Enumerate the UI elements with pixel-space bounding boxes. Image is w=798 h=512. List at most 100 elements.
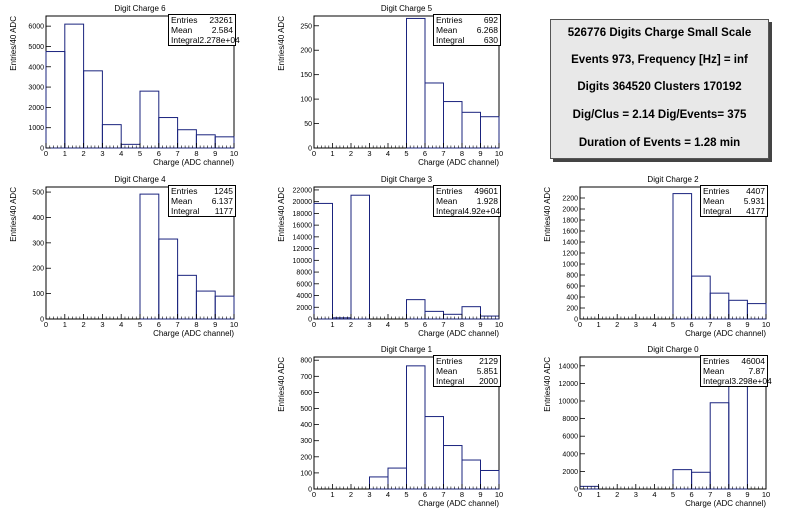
x-tick-label: 10: [495, 149, 503, 158]
x-tick-label: 1: [63, 320, 67, 329]
stats-label: Mean: [171, 25, 193, 35]
x-tick-label: 7: [708, 320, 712, 329]
x-tick-label: 3: [634, 490, 638, 499]
x-tick-label: 2: [349, 149, 353, 158]
stats-value: 6.268: [476, 25, 498, 35]
y-tick-label: 3000: [28, 85, 44, 92]
stats-value: 1245: [214, 186, 233, 196]
x-axis-label: Charge (ADC channel): [685, 329, 766, 338]
stats-row-mean: Mean 7.87: [703, 366, 765, 376]
y-tick-label: 0: [308, 317, 312, 324]
y-tick-label: 0: [40, 146, 44, 153]
x-tick-label: 6: [423, 490, 427, 499]
summary-ratio: Dig/Clus = 2.14 Dig/Events= 375: [572, 109, 747, 121]
histogram-title: Digit Charge 3: [380, 175, 433, 184]
histogram-bar: [214, 136, 235, 149]
x-tick-label: 0: [578, 490, 582, 499]
stats-label: Entries: [703, 356, 730, 366]
histogram-title: Digit Charge 0: [647, 345, 699, 354]
histogram-title: Digit Charge 1: [380, 345, 433, 354]
y-tick-label: 250: [300, 23, 312, 30]
y-tick-label: 18000: [293, 211, 313, 218]
y-tick-label: 8000: [296, 270, 312, 277]
x-tick-label: 5: [138, 149, 142, 158]
x-tick-label: 4: [119, 320, 123, 329]
stats-value: 2.278e+04: [199, 35, 240, 45]
histogram-bar: [709, 402, 730, 490]
x-axis-label: Charge (ADC channel): [418, 499, 499, 508]
stats-label: Entries: [436, 15, 463, 25]
y-tick-label: 50: [304, 121, 312, 128]
y-tick-label: 20000: [293, 199, 313, 206]
x-tick-label: 0: [312, 149, 316, 158]
x-tick-label: 0: [44, 320, 48, 329]
stats-box: Entries 46004 Mean 7.87 Integral 3.298e+04: [700, 355, 772, 387]
x-tick-label: 10: [230, 149, 238, 158]
stats-value: 6.137: [211, 196, 233, 206]
x-tick-label: 1: [330, 320, 334, 329]
stats-box: Entries 2129 Mean 5.851 Integral 2000: [433, 355, 501, 387]
y-tick-label: 14000: [559, 363, 579, 370]
y-tick-label: 150: [300, 72, 312, 79]
histogram-bar: [406, 299, 426, 320]
stats-box: Entries 1245 Mean 6.137 Integral 1177: [168, 185, 236, 217]
stats-value: 2129: [479, 356, 498, 366]
y-tick-label: 0: [40, 317, 44, 324]
x-tick-label: 7: [441, 490, 445, 499]
x-tick-label: 8: [460, 149, 464, 158]
y-tick-label: 200: [300, 48, 312, 55]
stats-label: Mean: [436, 196, 458, 206]
y-tick-label: 0: [308, 146, 312, 153]
stats-label: Mean: [703, 196, 725, 206]
y-tick-label: 14000: [293, 234, 313, 241]
x-tick-label: 1: [330, 149, 334, 158]
x-tick-label: 10: [495, 320, 503, 329]
x-tick-label: 0: [44, 149, 48, 158]
stats-label: Entries: [171, 15, 198, 25]
x-tick-label: 9: [745, 490, 749, 499]
x-tick-label: 3: [367, 320, 371, 329]
y-tick-label: 10000: [293, 258, 313, 265]
x-tick-label: 10: [762, 490, 770, 499]
x-tick-label: 2: [615, 320, 619, 329]
x-tick-label: 3: [100, 320, 104, 329]
stats-label: Integral: [703, 206, 732, 216]
stats-label: Entries: [436, 356, 463, 366]
y-tick-label: 1000: [28, 125, 44, 132]
stats-box: Entries 49601 Mean 1.928 Integral 4.92e+04: [433, 185, 501, 217]
stats-box: Entries 692 Mean 6.268 Integral 630: [433, 14, 501, 46]
stats-label: Integral: [436, 376, 465, 386]
stats-value: 4177: [746, 206, 765, 216]
stats-row-mean: Mean 6.137: [171, 196, 233, 206]
x-tick-label: 10: [495, 490, 503, 499]
x-tick-label: 8: [460, 320, 464, 329]
stats-row-entries: Entries 46004: [703, 356, 765, 366]
y-axis-label: Entries/40 ADC: [9, 16, 18, 71]
stats-value: 4.92e+04: [464, 206, 501, 216]
stats-value: 46004: [741, 356, 765, 366]
x-tick-label: 7: [708, 490, 712, 499]
stats-label: Integral: [436, 35, 465, 45]
y-tick-label: 6000: [562, 434, 578, 441]
y-tick-label: 1200: [562, 251, 578, 258]
x-tick-label: 5: [138, 320, 142, 329]
stats-row-integral: Integral 1177: [171, 206, 233, 216]
y-tick-label: 2000: [28, 105, 44, 112]
stats-value: 692: [483, 15, 498, 25]
histogram-title: Digit Charge 4: [114, 175, 166, 184]
stats-row-mean: Mean 1.928: [436, 196, 498, 206]
x-tick-label: 6: [423, 320, 427, 329]
stats-row-entries: Entries 4407: [703, 186, 765, 196]
x-tick-label: 7: [176, 320, 180, 329]
stats-box: Entries 4407 Mean 5.931 Integral 4177: [700, 185, 768, 217]
y-axis-label: Entries/40 ADC: [9, 187, 18, 242]
histogram-bar: [350, 194, 370, 320]
histogram-title: Digit Charge 6: [114, 4, 166, 13]
x-tick-label: 3: [634, 320, 638, 329]
x-axis-label: Charge (ADC channel): [153, 329, 234, 338]
histogram-bar: [480, 116, 500, 149]
y-tick-label: 200: [566, 306, 578, 313]
